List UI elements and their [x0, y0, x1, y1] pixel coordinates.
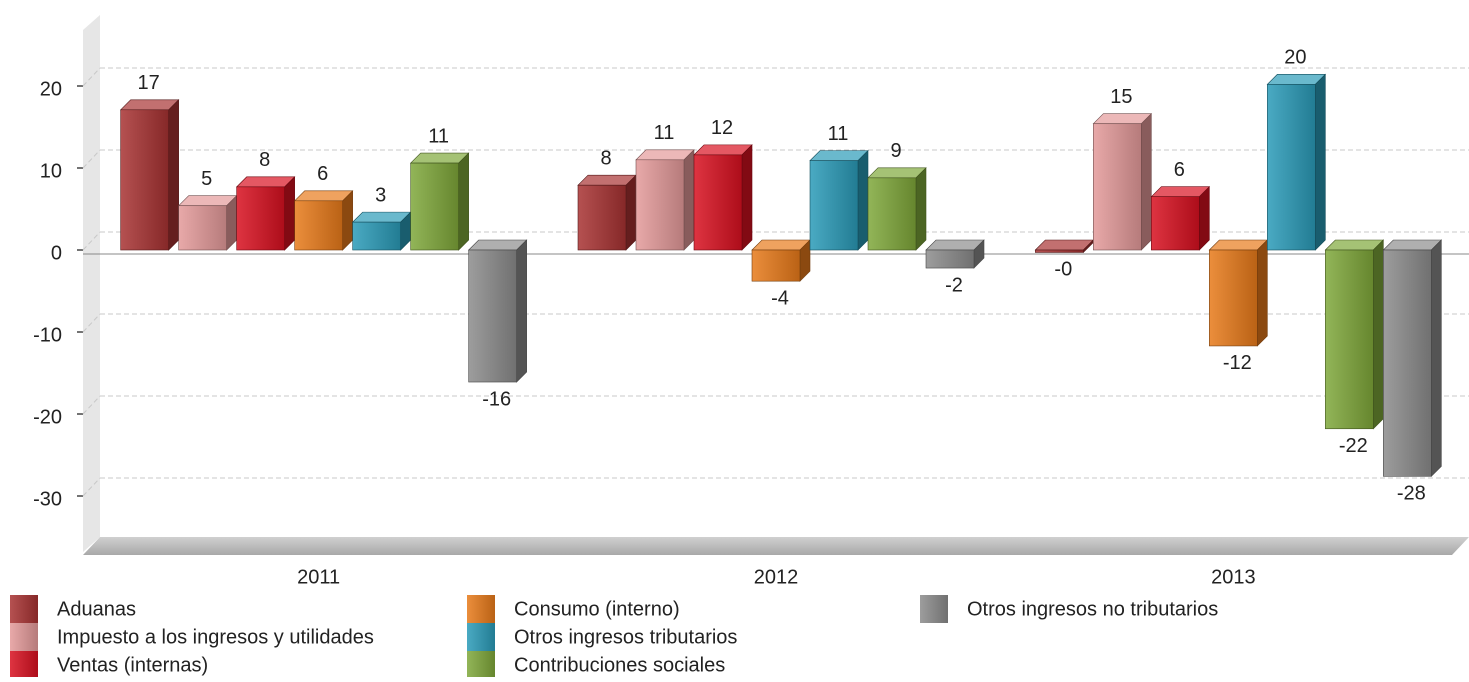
legend-swatch [920, 595, 948, 623]
data-label: 9 [890, 140, 901, 162]
bar-side [1199, 185, 1210, 251]
x-tick-label: 2011 [297, 566, 340, 588]
bar-side [1315, 73, 1326, 251]
data-label: 12 [711, 117, 733, 139]
data-label: 8 [259, 149, 270, 171]
data-label: 3 [375, 184, 386, 206]
bar-side [1431, 239, 1442, 478]
bar-side [915, 167, 927, 251]
bar [925, 249, 975, 269]
bar [1267, 84, 1316, 251]
bar [809, 160, 859, 251]
bar [178, 205, 227, 251]
legend-swatch [467, 595, 495, 623]
bar [1325, 249, 1374, 430]
grid-line [82, 313, 101, 333]
bar-side [857, 149, 869, 251]
grid-line [82, 149, 101, 169]
data-label: 11 [828, 123, 849, 145]
data-label: -4 [771, 287, 789, 309]
grid-line [82, 395, 101, 415]
legend-label: Consumo (interno) [514, 598, 680, 620]
y-tick-label: 20 [40, 78, 62, 100]
bar-side [625, 174, 637, 251]
data-label: -0 [1054, 259, 1072, 281]
legend-swatch [467, 623, 495, 651]
y-tick-label: -30 [33, 488, 62, 510]
y-tick-label: -10 [33, 324, 62, 346]
data-label: 6 [1174, 159, 1185, 181]
bar [635, 159, 685, 251]
bar-side [226, 194, 237, 251]
legend-label: Otros ingresos no tributarios [967, 598, 1218, 620]
bar [1209, 249, 1258, 347]
grid-line [82, 477, 101, 497]
bar-side [168, 99, 179, 251]
side-wall [83, 15, 100, 552]
x-tick-label: 2013 [1211, 566, 1256, 588]
bar [1151, 196, 1200, 251]
bar-side [741, 144, 753, 251]
data-label: 6 [317, 163, 328, 185]
data-label: 11 [428, 125, 449, 147]
bar [410, 162, 459, 251]
y-tick-label: 0 [51, 242, 62, 264]
data-label: 17 [138, 72, 160, 94]
bar-side [284, 176, 295, 251]
bar [1035, 249, 1084, 253]
bar-side [1373, 239, 1384, 430]
data-label: 5 [201, 168, 212, 190]
bar [294, 200, 343, 251]
bar-side [683, 149, 695, 251]
data-label: -22 [1339, 435, 1368, 457]
grid-line [82, 67, 101, 87]
grid-line [82, 231, 101, 251]
bar-side [458, 152, 469, 251]
bar [751, 249, 801, 282]
data-label: 15 [1110, 86, 1132, 108]
legend-label: Otros ingresos tributarios [514, 626, 737, 648]
bar [236, 186, 285, 251]
bar [1093, 123, 1142, 251]
bar-side [342, 190, 353, 251]
data-label: -28 [1397, 483, 1426, 505]
bar-side [1257, 239, 1268, 347]
data-label: 20 [1284, 47, 1306, 69]
bar [352, 221, 401, 251]
data-label: 11 [654, 122, 675, 144]
legend-swatch [10, 623, 38, 651]
bar [867, 177, 917, 251]
bar [120, 109, 169, 251]
legend-swatch [467, 651, 495, 679]
data-label: -16 [482, 388, 511, 410]
legend-label: Aduanas [57, 598, 136, 620]
legend-swatch [10, 595, 38, 623]
legend-swatch [10, 651, 38, 679]
bar [1383, 249, 1432, 477]
x-tick-label: 2012 [754, 566, 799, 588]
bar [468, 249, 517, 383]
legend-label: Ventas (internas) [57, 654, 208, 676]
data-label: -12 [1223, 352, 1252, 374]
bar [693, 154, 743, 251]
bar [577, 184, 627, 251]
bar-side [516, 239, 527, 383]
y-tick-label: 10 [40, 160, 62, 182]
floor [83, 537, 1469, 555]
data-label: 8 [600, 148, 611, 170]
legend-label: Contribuciones sociales [514, 654, 725, 676]
data-label: -2 [945, 274, 963, 296]
y-tick-label: -20 [33, 406, 62, 428]
legend-label: Impuesto a los ingresos y utilidades [57, 626, 374, 648]
bar-side [1141, 112, 1152, 251]
